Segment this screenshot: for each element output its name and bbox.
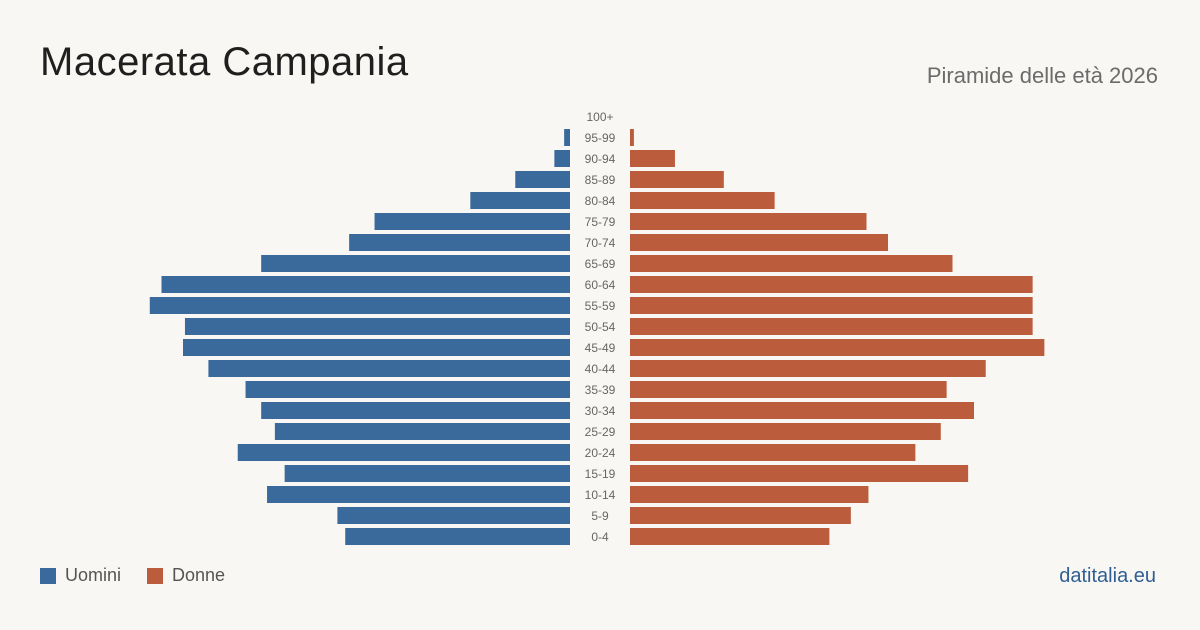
source-link[interactable]: datitalia.eu bbox=[1059, 565, 1156, 587]
bar-women-85-89 bbox=[630, 171, 724, 188]
bar-men-95-99 bbox=[564, 129, 570, 146]
chart-subtitle: Piramide delle età 2026 bbox=[926, 63, 1158, 88]
page-title: Macerata Campania bbox=[40, 40, 409, 84]
bar-men-75-79 bbox=[374, 213, 570, 230]
bar-women-95-99 bbox=[630, 129, 634, 146]
bar-men-50-54 bbox=[184, 318, 571, 335]
bar-men-0-4 bbox=[345, 528, 570, 545]
age-label-70-74: 70-74 bbox=[585, 236, 616, 250]
age-label-55-59: 55-59 bbox=[585, 299, 616, 313]
bar-women-40-44 bbox=[630, 360, 986, 377]
chart-legend: Uomini Donne bbox=[40, 565, 225, 586]
bar-men-40-44 bbox=[208, 360, 570, 377]
bar-men-90-94 bbox=[554, 150, 570, 167]
bar-men-85-89 bbox=[515, 171, 570, 188]
age-label-30-34: 30-34 bbox=[585, 404, 616, 418]
age-label-85-89: 85-89 bbox=[585, 173, 616, 187]
bar-men-80-84 bbox=[470, 192, 570, 209]
age-label-100plus: 100+ bbox=[586, 110, 613, 124]
bar-men-35-39 bbox=[245, 381, 570, 398]
bar-men-10-14 bbox=[267, 486, 570, 503]
age-label-10-14: 10-14 bbox=[585, 488, 616, 502]
legend-item-women: Donne bbox=[147, 565, 225, 586]
bar-men-25-29 bbox=[274, 423, 570, 440]
bar-women-25-29 bbox=[630, 423, 941, 440]
bar-women-35-39 bbox=[630, 381, 947, 398]
age-label-90-94: 90-94 bbox=[585, 152, 616, 166]
bar-men-30-34 bbox=[261, 402, 570, 419]
legend-swatch-men bbox=[40, 567, 56, 584]
age-label-15-19: 15-19 bbox=[585, 467, 616, 481]
bar-men-20-24 bbox=[237, 444, 570, 461]
bar-women-10-14 bbox=[630, 486, 869, 503]
legend-label-men: Uomini bbox=[65, 565, 122, 585]
age-label-20-24: 20-24 bbox=[585, 446, 616, 460]
bar-women-65-69 bbox=[630, 255, 953, 272]
bar-men-60-64 bbox=[161, 276, 570, 293]
bar-women-20-24 bbox=[630, 444, 916, 461]
age-label-50-54: 50-54 bbox=[585, 320, 616, 334]
bar-women-30-34 bbox=[630, 402, 974, 419]
legend-item-men: Uomini bbox=[40, 565, 121, 586]
bar-men-15-19 bbox=[284, 465, 570, 482]
age-label-95-99: 95-99 bbox=[585, 131, 616, 145]
legend-swatch-women bbox=[147, 567, 164, 584]
age-label-45-49: 45-49 bbox=[585, 341, 616, 355]
bar-women-60-64 bbox=[630, 276, 1033, 293]
bar-women-50-54 bbox=[630, 318, 1033, 335]
bar-men-45-49 bbox=[183, 339, 570, 356]
bar-men-5-9 bbox=[337, 507, 570, 524]
bar-women-45-49 bbox=[630, 339, 1045, 356]
bar-women-55-59 bbox=[630, 297, 1033, 314]
bar-women-0-4 bbox=[630, 528, 830, 545]
age-label-40-44: 40-44 bbox=[585, 362, 616, 376]
bar-women-90-94 bbox=[630, 150, 675, 167]
age-label-60-64: 60-64 bbox=[585, 278, 616, 292]
bar-men-65-69 bbox=[261, 255, 570, 272]
bar-men-55-59 bbox=[149, 297, 571, 314]
age-label-25-29: 25-29 bbox=[585, 425, 616, 439]
age-label-5-9: 5-9 bbox=[591, 509, 609, 523]
bar-women-70-74 bbox=[630, 234, 888, 251]
bar-women-75-79 bbox=[630, 213, 867, 230]
legend-label-women: Donne bbox=[172, 565, 226, 585]
age-label-80-84: 80-84 bbox=[585, 194, 616, 208]
bar-women-80-84 bbox=[630, 192, 775, 209]
age-label-65-69: 65-69 bbox=[585, 257, 616, 271]
age-label-35-39: 35-39 bbox=[585, 383, 616, 397]
bar-women-15-19 bbox=[630, 465, 969, 482]
bar-men-70-74 bbox=[349, 234, 570, 251]
age-label-0-4: 0-4 bbox=[591, 530, 609, 544]
age-label-75-79: 75-79 bbox=[585, 215, 616, 229]
bar-women-5-9 bbox=[630, 507, 851, 524]
